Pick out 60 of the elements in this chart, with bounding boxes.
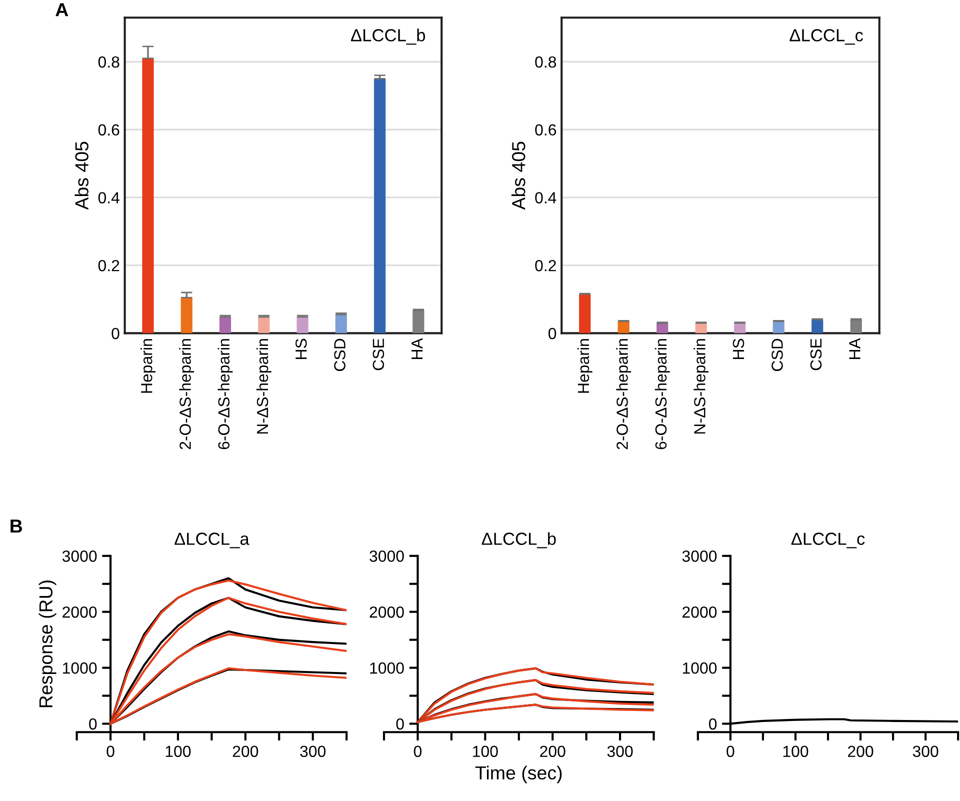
x-tick-label: CSD	[334, 338, 346, 371]
y-axis-title: Response (RU)	[38, 580, 56, 708]
y-tick-label: 2000	[682, 606, 717, 618]
x-tick-label: 300	[912, 746, 938, 758]
y-tick-label: 0.8	[98, 56, 120, 68]
x-tick-label: 6-O-ΔS-heparin	[654, 339, 670, 450]
y-tick-label: 0.6	[535, 124, 556, 136]
x-tick-label: 100	[473, 746, 498, 758]
x-tick-label: 2-O-ΔS-heparin	[179, 339, 194, 450]
y-tick-label: 0	[708, 718, 717, 730]
y-tick-label: 1000	[370, 662, 404, 674]
chart-title: ΔLCCL_c	[791, 532, 865, 548]
x-tick-label: 0	[726, 746, 734, 758]
x-axis-title: Time (sec)	[475, 766, 562, 784]
y-tick-label: 1000	[682, 662, 717, 674]
x-tick-label: CSE	[372, 338, 384, 370]
y-tick-label: 0.8	[535, 56, 556, 68]
y-tick-label: 0	[89, 718, 97, 730]
x-tick-label: 2-O-ΔS-heparin	[616, 339, 632, 450]
y-tick-label: 3000	[370, 550, 404, 562]
y-tick-label: 0	[112, 328, 120, 340]
y-tick-label: 0.2	[98, 260, 120, 272]
y-tick-label: 3000	[62, 550, 97, 562]
text: A	[56, 3, 68, 16]
x-tick-label: CSD	[772, 338, 783, 371]
x-tick-label: 300	[607, 746, 633, 758]
x-tick-label: N-ΔS-heparin	[694, 339, 709, 434]
x-tick-label: Heparin	[140, 339, 156, 393]
x-tick-label: 100	[166, 746, 191, 758]
text: B	[10, 520, 22, 533]
x-tick-label: HA	[849, 338, 860, 359]
text: ΔLCCL_b	[350, 28, 426, 45]
x-tick-label: 300	[300, 746, 326, 758]
x-tick-label: HS	[295, 338, 307, 359]
x-tick-label: HA	[412, 338, 423, 359]
x-tick-label: CSE	[810, 338, 822, 370]
y-tick-label: 2000	[62, 606, 97, 618]
x-tick-label: 200	[540, 746, 566, 758]
x-tick-label: 6-O-ΔS-heparin	[218, 339, 233, 450]
y-tick-label: 0.4	[535, 192, 556, 204]
chart-title: ΔLCCL_b	[482, 532, 556, 548]
x-tick-label: N-ΔS-heparin	[256, 339, 272, 434]
y-tick-label: 3000	[682, 550, 717, 562]
y-tick-label: 1000	[63, 662, 97, 674]
x-tick-label: HS	[732, 338, 744, 359]
y-tick-label: 0.6	[98, 124, 120, 136]
y-tick-label: 0	[396, 718, 404, 730]
y-tick-label: 2000	[370, 606, 404, 618]
x-tick-label: 0	[414, 746, 422, 758]
y-axis-title: Abs 405	[512, 142, 526, 210]
y-axis-title: Abs 405	[74, 142, 88, 210]
y-tick-label: 0.2	[535, 260, 556, 272]
y-tick-label: 0.4	[98, 192, 120, 204]
x-tick-label: 200	[848, 746, 874, 758]
x-tick-label: 100	[783, 746, 808, 758]
chart-title: ΔLCCL_a	[174, 532, 250, 548]
x-tick-label: Heparin	[577, 339, 592, 393]
text: ΔLCCL_c	[790, 29, 864, 45]
x-tick-label: 200	[232, 746, 258, 758]
y-tick-label: 0	[548, 328, 556, 340]
